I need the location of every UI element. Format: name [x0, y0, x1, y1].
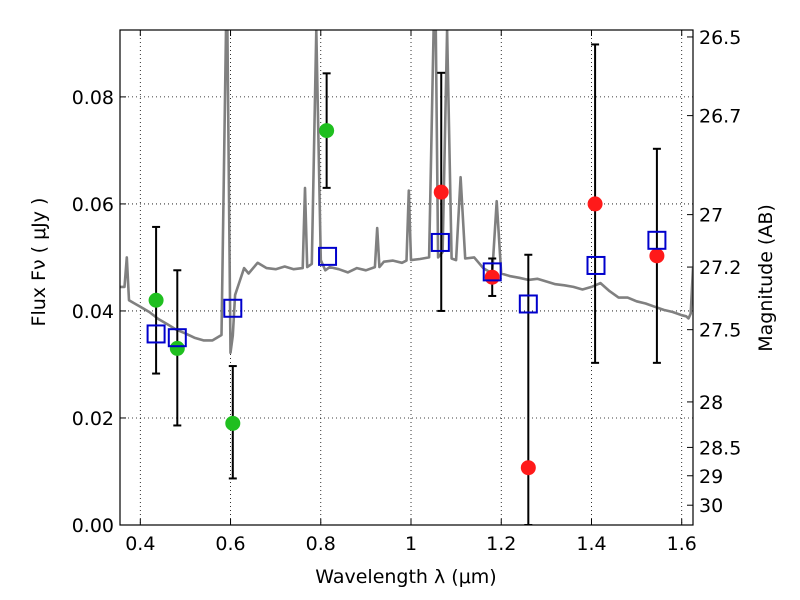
y2-tick-label: 29 — [699, 466, 723, 488]
x-tick-label: 1 — [405, 533, 417, 555]
label-layer: 0.4 0.6 0.8 1 1.2 1.4 1.6 0.00 0.02 0.04 0.06 0.08 2… — [72, 27, 742, 555]
red-data-point — [484, 269, 500, 285]
y-axis-label: Flux Fν ( μJy ) — [28, 198, 50, 327]
grid-layer — [120, 30, 693, 526]
red-data-point — [433, 184, 449, 200]
plot-area — [120, 30, 693, 525]
plot-frame — [119, 29, 694, 526]
model-square-point — [318, 246, 338, 266]
x-tick-label: 0.4 — [125, 533, 155, 555]
spectrum-layer — [120, 30, 693, 355]
model-square-point — [167, 328, 187, 348]
x-axis-label: Wavelength λ (μm) — [315, 566, 496, 588]
y2-tick-label: 30 — [699, 495, 723, 517]
y2-tick-label: 26.7 — [699, 106, 741, 128]
x-tick-label: 0.8 — [306, 533, 336, 555]
spectrum-line — [120, 30, 693, 355]
x-tick-label: 1.4 — [576, 533, 606, 555]
y-tick-label: 0.04 — [72, 301, 114, 323]
x-tick-label: 1.2 — [486, 533, 516, 555]
marker-layer — [146, 123, 667, 476]
x-tick-label: 1.6 — [667, 533, 697, 555]
model-square-point — [647, 230, 667, 250]
red-data-point — [587, 196, 603, 212]
x-tick-label: 0.6 — [215, 533, 245, 555]
y2-axis-label: Magnitude (AB) — [755, 204, 777, 352]
model-square-point — [146, 324, 166, 344]
model-square-point — [482, 262, 502, 282]
model-square-point — [430, 232, 450, 252]
tick-layer — [120, 30, 693, 526]
y2-tick-label: 27 — [699, 205, 723, 227]
y-tick-label: 0.08 — [72, 87, 114, 109]
green-data-point — [148, 292, 164, 308]
green-data-point — [319, 123, 335, 139]
y2-tick-label: 27.2 — [699, 257, 741, 279]
green-data-point — [225, 415, 241, 431]
red-data-point — [649, 248, 665, 264]
model-square-point — [586, 255, 606, 275]
y-tick-label: 0.02 — [72, 408, 114, 430]
red-data-point — [520, 460, 536, 476]
model-square-point — [223, 298, 243, 318]
y2-tick-label: 26.5 — [699, 27, 741, 49]
y-tick-label: 0.06 — [72, 194, 114, 216]
y2-tick-label: 28 — [699, 392, 723, 414]
y2-tick-label: 27.5 — [699, 320, 741, 342]
green-data-point — [169, 340, 185, 356]
y2-tick-label: 28.5 — [699, 437, 741, 459]
model-square-point — [518, 294, 538, 314]
y-tick-label: 0.00 — [72, 515, 114, 537]
